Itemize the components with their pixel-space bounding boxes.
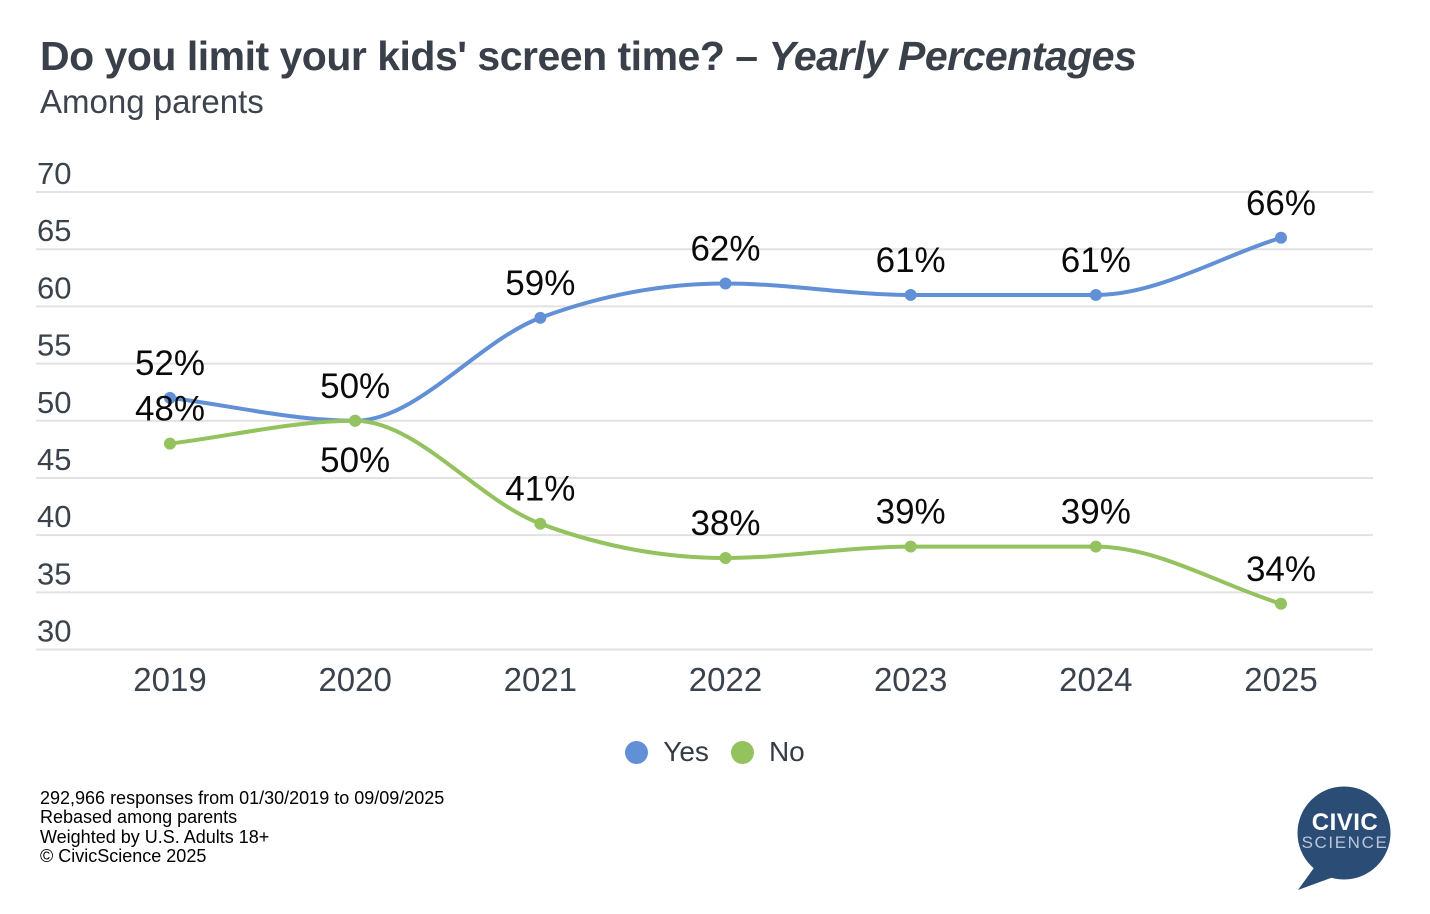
footnote-responses: 292,966 responses from 01/30/2019 to 09/… [40, 788, 445, 808]
data-point-yes-2023 [904, 288, 917, 301]
logo-civic-text: CIVIC [1312, 809, 1379, 836]
x-axis-tick-label: 2020 [318, 661, 391, 698]
data-point-yes-2024 [1089, 288, 1102, 301]
data-label-yes-2021: 59% [505, 264, 575, 303]
logo-bubble-tail-icon [1298, 865, 1339, 890]
civicscience-logo: CIVIC SCIENCE [1297, 786, 1391, 890]
data-point-no-2020 [349, 414, 362, 427]
y-axis-tick-label: 30 [37, 614, 71, 649]
footnote-weighting: Weighted by U.S. Adults 18+ [40, 826, 270, 847]
data-label-no-2023: 39% [876, 493, 946, 532]
y-axis-tick-label: 60 [37, 270, 71, 305]
data-label-no-2025: 34% [1246, 550, 1316, 589]
data-point-no-2019 [164, 437, 176, 450]
legend-marker-no-icon [730, 740, 754, 764]
data-point-yes-2025 [1275, 231, 1287, 244]
data-label-yes-2020: 50% [320, 367, 390, 406]
y-axis-tick-label: 65 [37, 213, 71, 248]
legend-item-yes[interactable]: Yes [625, 736, 709, 768]
legend-label-yes: Yes [663, 736, 709, 767]
y-axis-tick-label: 50 [37, 385, 71, 420]
data-point-no-2021 [534, 517, 547, 530]
legend-item-no[interactable]: No [730, 736, 805, 768]
logo-bubble-icon [1297, 786, 1391, 880]
x-axis-tick-label: 2022 [689, 661, 762, 698]
data-label-yes-2023: 61% [876, 241, 946, 280]
data-point-no-2024 [1089, 540, 1102, 553]
data-label-yes-2022: 62% [690, 230, 760, 269]
data-point-no-2023 [904, 540, 917, 553]
data-label-no-2021: 41% [505, 470, 575, 509]
chart-title-main: Do you limit your kids' screen time? [40, 33, 725, 79]
chart-title-emphasis: Yearly Percentages [768, 33, 1137, 79]
data-label-yes-2024: 61% [1061, 241, 1131, 280]
x-axis-tick-label: 2019 [133, 661, 206, 698]
data-label-no-2024: 39% [1061, 493, 1131, 532]
footnote-copyright: © CivicScience 2025 [40, 846, 207, 867]
chart-legend: Yes No [0, 736, 1430, 768]
y-axis-tick-label: 40 [37, 499, 71, 534]
footnote-rebase: Rebased among parents [40, 807, 238, 828]
legend-marker-yes-icon [625, 740, 649, 764]
data-label-no-2019: 48% [135, 390, 205, 429]
data-point-yes-2019 [164, 391, 176, 404]
x-axis-tick-label: 2021 [504, 661, 577, 698]
x-axis-tick-label: 2025 [1244, 661, 1317, 698]
data-label-yes-2025: 66% [1246, 184, 1316, 223]
data-point-no-2022 [719, 552, 732, 564]
y-axis-tick-label: 55 [37, 328, 71, 363]
data-point-yes-2021 [534, 311, 547, 324]
y-axis-tick-label: 70 [37, 156, 71, 191]
legend-label-no: No [768, 736, 805, 767]
chart-subtitle: Among parents [40, 83, 264, 120]
data-point-yes-2022 [719, 277, 732, 290]
logo-science-text: SCIENCE [1302, 833, 1389, 852]
x-axis-tick-label: 2024 [1059, 661, 1132, 698]
chart-title: Do you limit your kids' screen time? – Y… [40, 33, 1137, 79]
chart-title-separator: – [735, 33, 758, 79]
y-axis-tick-label: 45 [37, 442, 71, 477]
footnotes: 292,966 responses from 01/30/2019 to 09/… [40, 788, 445, 867]
y-axis-tick-label: 35 [37, 556, 71, 591]
data-label-yes-2019: 52% [135, 344, 205, 383]
data-label-no-2020: 50% [320, 441, 390, 480]
data-label-no-2022: 38% [690, 504, 760, 543]
data-point-no-2025 [1275, 597, 1287, 610]
x-axis-tick-label: 2023 [874, 661, 947, 698]
